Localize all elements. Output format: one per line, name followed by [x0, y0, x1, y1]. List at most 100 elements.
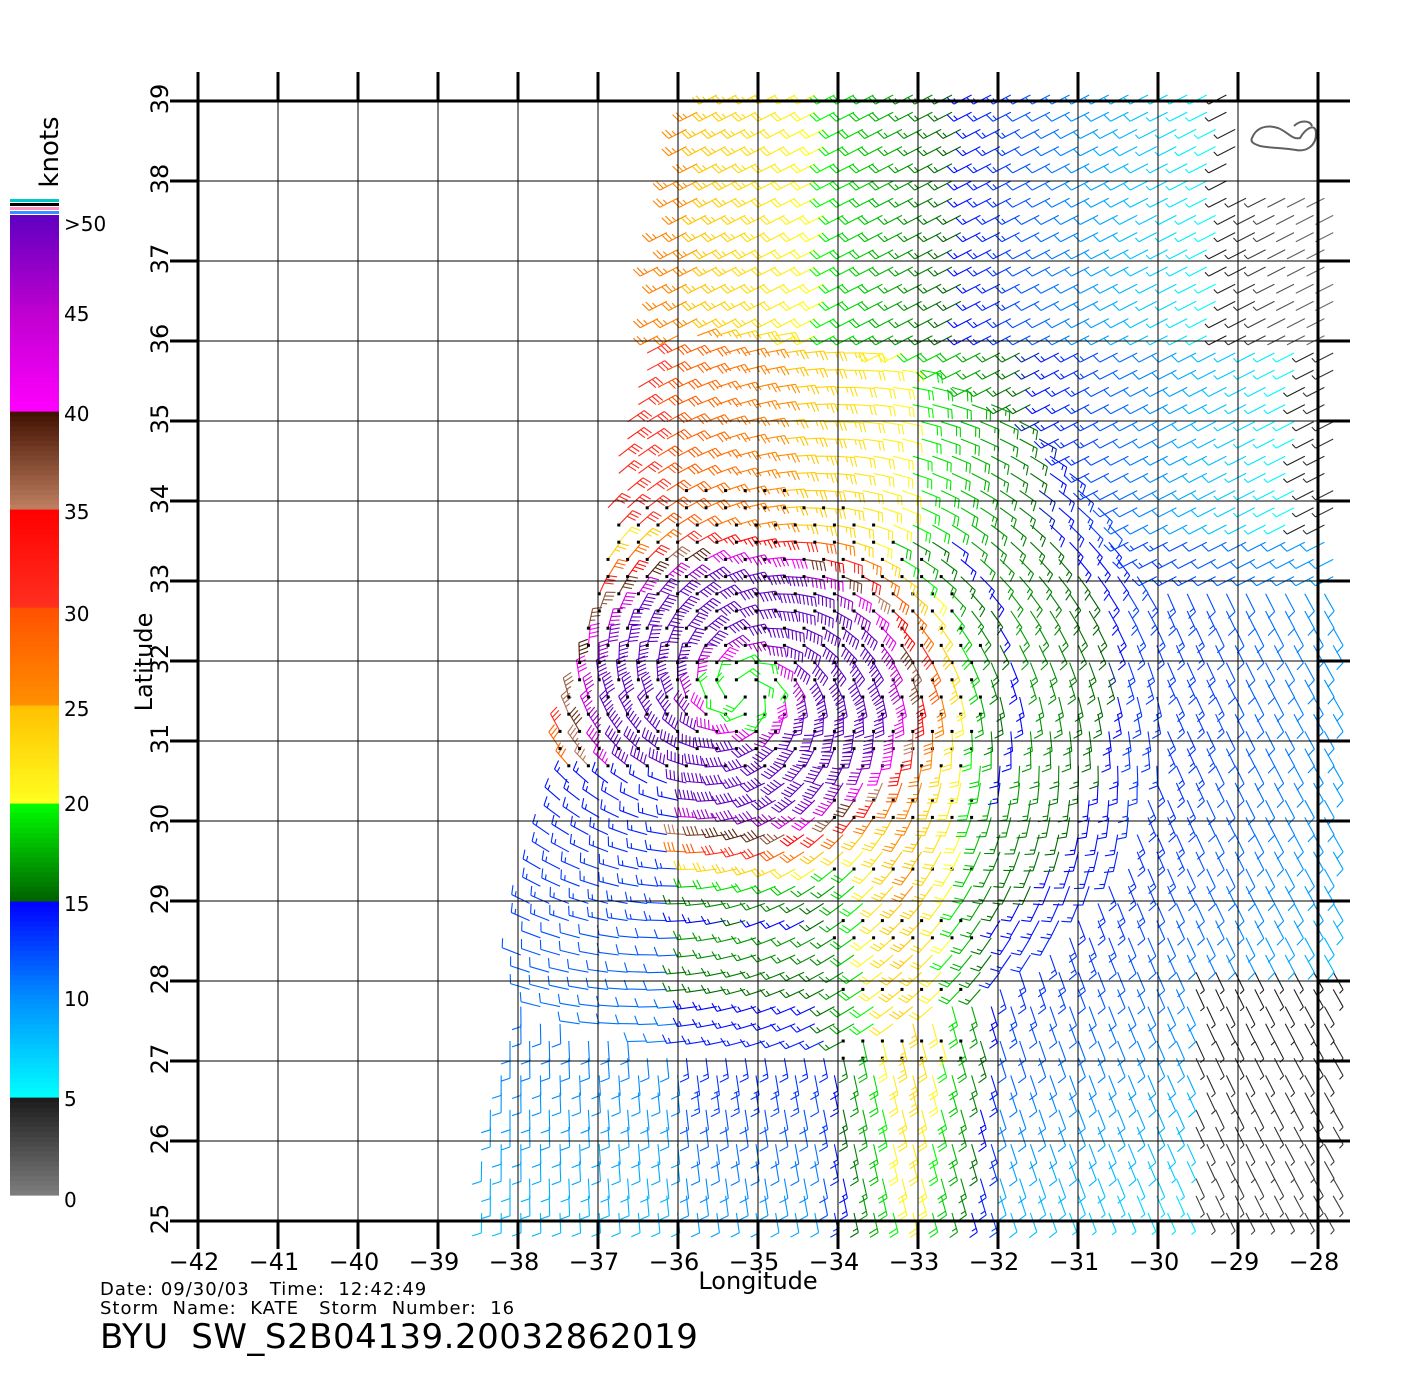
- wind-barb: [1323, 1092, 1335, 1115]
- wind-barb: [1243, 472, 1266, 483]
- wind-barb: [1092, 507, 1118, 518]
- wind-barb: [1224, 318, 1247, 329]
- rain-flag: [841, 643, 845, 647]
- wind-barb: [803, 644, 822, 666]
- wind-barb: [1186, 885, 1197, 912]
- wind-barb: [868, 1144, 879, 1170]
- wind-barb: [1273, 989, 1285, 1012]
- wind-barb: [1206, 679, 1216, 705]
- wind-barb: [877, 128, 903, 139]
- wind-barb: [1009, 1092, 1018, 1118]
- colorbar-segment: [10, 420, 59, 427]
- wind-barb: [1005, 249, 1031, 260]
- wind-barb: [739, 1109, 749, 1135]
- wind-barb: [784, 644, 804, 663]
- wind-barb: [481, 1126, 491, 1151]
- wind-barb: [646, 427, 672, 440]
- wind-barb: [1225, 937, 1236, 963]
- wind-barb: [1017, 972, 1027, 998]
- wind-barb: [990, 455, 1010, 475]
- rain-flag: [715, 661, 719, 665]
- wind-barb: [681, 983, 707, 993]
- wind-barb: [1064, 318, 1090, 329]
- wind-barb: [500, 1109, 511, 1134]
- wind-barb: [643, 910, 667, 922]
- rain-flag: [617, 540, 621, 544]
- wind-barb: [472, 1212, 483, 1237]
- rain-flag: [852, 609, 856, 613]
- wind-barb: [691, 249, 718, 260]
- wind-barb: [921, 645, 933, 671]
- wind-barb: [1092, 421, 1118, 432]
- wind-barb: [1077, 1040, 1086, 1067]
- wind-barb: [1147, 817, 1157, 843]
- rain-flag: [841, 987, 845, 991]
- colorbar-segment: [10, 1101, 59, 1108]
- colorbar-segment: [10, 464, 59, 471]
- wind-barb: [1112, 438, 1138, 449]
- wind-barb: [779, 902, 805, 914]
- wind-barb: [562, 671, 574, 698]
- wind-barb: [1136, 1178, 1146, 1201]
- wind-barb: [1181, 404, 1208, 415]
- rain-flag: [774, 523, 778, 527]
- wind-barb: [857, 232, 883, 243]
- rain-flag: [930, 867, 934, 871]
- wind-barb: [1243, 197, 1266, 208]
- wind-barb: [958, 1178, 967, 1204]
- wind-barb: [1044, 386, 1070, 397]
- colorbar-segment: [10, 381, 59, 388]
- colorbar-segment: [10, 283, 59, 290]
- rain-flag: [970, 661, 974, 665]
- wind-barb: [1206, 662, 1216, 688]
- colorbar-segment: [10, 1116, 59, 1123]
- rain-flag: [970, 678, 974, 682]
- wind-barb: [946, 111, 972, 122]
- wind-barb: [1291, 507, 1314, 518]
- rain-flag: [900, 1039, 904, 1043]
- wind-barb: [932, 868, 953, 887]
- wind-barb: [858, 988, 883, 1002]
- colorbar-segment: [10, 219, 59, 226]
- wind-barb: [1083, 472, 1110, 483]
- wind-barb: [1030, 541, 1046, 565]
- wind-barb: [750, 814, 776, 827]
- rain-flag: [695, 747, 699, 751]
- wind-barb: [1068, 1023, 1078, 1049]
- wind-barb: [771, 796, 796, 813]
- wind-barb: [1097, 627, 1108, 654]
- colorbar-segment: [10, 1136, 59, 1142]
- storm-number-label: Storm Number:: [319, 1298, 477, 1319]
- wind-barb: [1233, 214, 1256, 225]
- rain-flag: [813, 729, 817, 733]
- wind-barb: [653, 999, 678, 1009]
- rain-flag: [861, 626, 865, 630]
- wind-barb: [1215, 713, 1225, 740]
- wind-barb: [1123, 318, 1149, 329]
- wind-barb: [770, 1212, 780, 1238]
- wind-barb: [1025, 197, 1051, 208]
- wind-barb: [799, 851, 824, 865]
- wind-barb: [955, 214, 981, 225]
- wind-barb: [1302, 386, 1325, 397]
- colorbar-segment: [10, 773, 59, 780]
- colorbar-segment: [10, 244, 59, 250]
- wind-barb: [1103, 455, 1129, 466]
- wind-barb: [679, 1058, 690, 1083]
- wind-barb: [1009, 765, 1021, 789]
- wind-barb: [1005, 335, 1031, 346]
- wind-barb: [946, 180, 972, 191]
- wind-barb: [775, 401, 801, 411]
- rain-flag: [861, 987, 865, 991]
- wind-barb: [623, 726, 640, 749]
- wind-barb: [775, 679, 789, 704]
- wind-barb: [935, 300, 962, 311]
- wind-barb: [946, 318, 972, 329]
- wind-barb: [1332, 627, 1344, 653]
- wind-barb: [711, 809, 737, 823]
- rain-flag: [695, 592, 699, 596]
- wind-barb: [598, 853, 619, 870]
- wind-barb: [580, 1040, 590, 1065]
- wind-barb: [764, 434, 790, 445]
- wind-barb: [1073, 232, 1099, 243]
